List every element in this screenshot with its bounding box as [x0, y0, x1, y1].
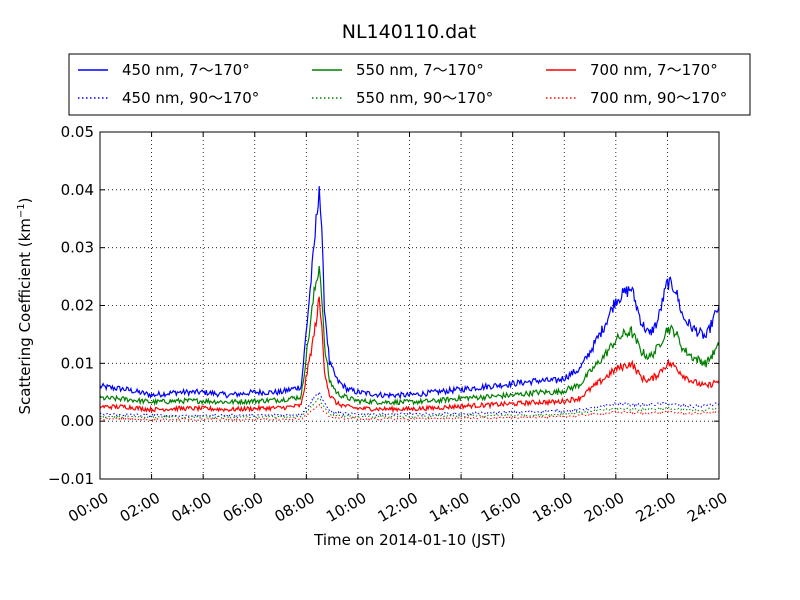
y-tick-label: 0.05 [61, 123, 94, 141]
y-tick-label: −0.01 [48, 470, 94, 488]
series-line-1 [100, 266, 719, 407]
y-tick-label: 0.04 [61, 181, 94, 199]
legend-label: 550 nm, 90～170° [356, 89, 493, 107]
legend-label: 700 nm, 90～170° [590, 89, 727, 107]
series-line-3 [100, 390, 719, 418]
axis-ticks [99, 131, 720, 480]
y-axis-label-main: Scattering Coefficient (km [16, 218, 34, 414]
legend-label: 550 nm, 7～170° [356, 61, 484, 79]
y-tick-label: 0.00 [61, 412, 94, 430]
y-tick-label: 0.01 [61, 354, 94, 372]
y-axis-label-tail: ) [16, 197, 34, 203]
series-line-0 [100, 186, 719, 400]
y-tick-label: 0.03 [61, 239, 94, 257]
chart-title: NL140110.dat [342, 21, 477, 43]
series-line-4 [100, 397, 719, 420]
legend-box [68, 53, 751, 116]
y-axis-label-exponent: −1 [16, 203, 27, 218]
series-line-5 [100, 403, 719, 422]
legend: 450 nm, 7～170° 550 nm, 7～170° 700 nm, 7～17… [68, 53, 751, 116]
x-axis-label: Time on 2014-01-10 (JST) [313, 531, 506, 549]
y-tick-label: 0.02 [61, 297, 94, 315]
legend-label: 450 nm, 90～170° [122, 89, 259, 107]
legend-label: 700 nm, 7～170° [590, 61, 718, 79]
y-axis-label: Scattering Coefficient (km−1) [16, 197, 34, 414]
legend-label: 450 nm, 7～170° [122, 61, 250, 79]
y-tick-labels: −0.01 0.00 0.01 0.02 0.03 0.04 0.05 [48, 123, 94, 488]
series-layer [100, 186, 719, 422]
legend-entries: 450 nm, 7～170° 550 nm, 7～170° 700 nm, 7～17… [78, 61, 727, 107]
series-line-2 [100, 296, 719, 414]
